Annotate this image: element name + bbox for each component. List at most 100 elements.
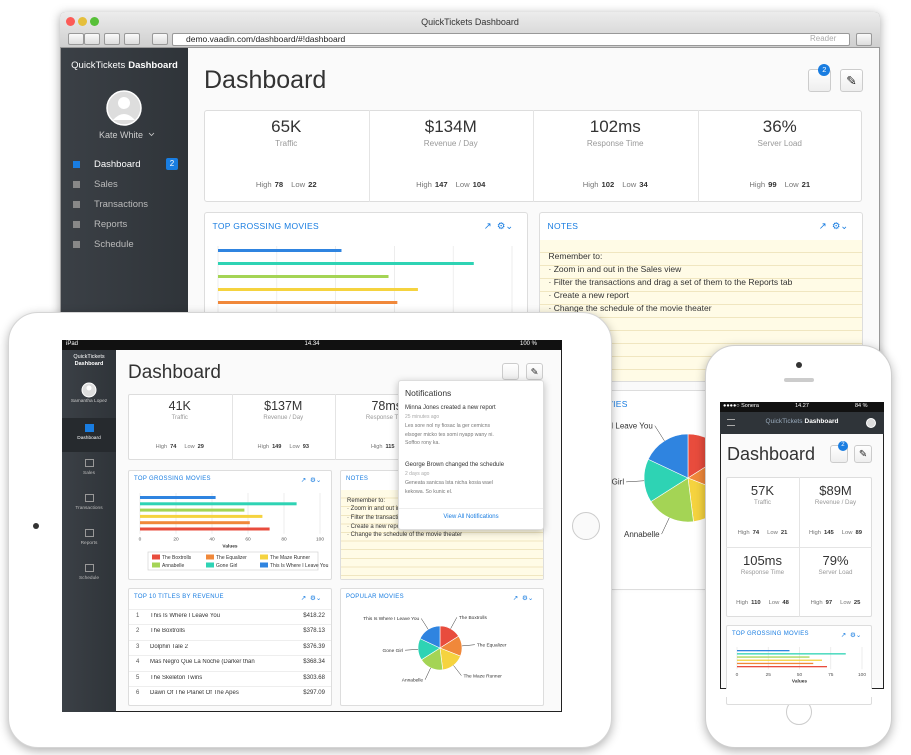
menu-item[interactable]: Reports: [80, 541, 98, 546]
user-name[interactable]: Samantha Lopez: [70, 399, 108, 404]
menu-icon: [73, 241, 80, 248]
row-rank: 2: [136, 628, 140, 635]
bar: [737, 653, 846, 655]
window-button[interactable]: [78, 17, 87, 26]
low-label: Low: [841, 530, 853, 537]
high-label: High: [736, 600, 749, 607]
pie-leader: [453, 665, 462, 676]
x-tick-label: 100: [316, 537, 324, 543]
menu-item[interactable]: Transactions: [75, 506, 103, 511]
address-bar[interactable]: [172, 33, 850, 46]
toolbar-button[interactable]: [124, 33, 140, 45]
window-button[interactable]: [66, 17, 75, 26]
kpi-value: $137M: [264, 399, 303, 414]
menu-icon: [73, 221, 80, 228]
row-title: Dawn Of The Planet Of The Apes: [150, 690, 239, 696]
url: demo.vaadin.com/dashboard/#!dashboard: [186, 34, 346, 44]
menu-item[interactable]: Dashboard: [94, 159, 141, 170]
settings-button[interactable]: [856, 33, 872, 46]
low-value: 104: [472, 179, 486, 189]
kpi-label: Traffic: [754, 498, 771, 506]
toolbar-button[interactable]: [104, 33, 120, 45]
pie-label: The Boxtrolls: [459, 615, 488, 621]
legend-label: Annabelle: [162, 563, 184, 569]
legend-swatch: [260, 562, 268, 568]
high-value: 102: [601, 179, 615, 189]
high-label: High: [810, 600, 823, 607]
toolbar-button[interactable]: [152, 33, 168, 45]
pie-label: Annabelle: [402, 677, 424, 683]
high-label: High: [155, 444, 168, 451]
toolbar-button[interactable]: [68, 33, 84, 45]
brand-plain: QuickTickets: [765, 418, 803, 425]
bar: [218, 288, 418, 291]
brand-plain: QuickTickets: [73, 354, 105, 360]
x-tick-label: 0: [736, 672, 739, 678]
x-tick-label: 80: [281, 537, 287, 543]
legend-swatch: [260, 554, 268, 560]
high-value: 110: [751, 600, 761, 607]
menu-item[interactable]: Schedule: [78, 576, 99, 581]
low-value: 89: [855, 530, 863, 537]
user-name[interactable]: Kate White: [98, 130, 144, 140]
bar: [140, 502, 297, 506]
menu-item[interactable]: Transactions: [94, 199, 149, 210]
status-bar: [720, 402, 884, 412]
kpi-label: Revenue / Day: [423, 138, 478, 148]
kpi-value: 105ms: [742, 552, 783, 568]
kpi-divider: [726, 547, 872, 548]
toolbar-button[interactable]: [84, 33, 100, 45]
tablet-home-button[interactable]: [572, 512, 600, 540]
high-value: 149: [272, 444, 282, 451]
table-row: [129, 686, 331, 701]
legend-label: The Boxtrolls: [162, 555, 192, 561]
avatar[interactable]: [866, 418, 876, 428]
menu-item[interactable]: Sales: [94, 179, 118, 190]
menu-toggle[interactable]: [727, 419, 735, 426]
edit-button[interactable]: ✎: [840, 69, 863, 92]
kpi-value: 65K: [271, 117, 302, 137]
edit-button[interactable]: ✎: [854, 445, 872, 463]
menu-item[interactable]: Schedule: [94, 239, 134, 250]
row-title: Mas Negro Que La Noche (Darker than: [150, 659, 255, 666]
window-button[interactable]: [90, 17, 99, 26]
low-value: 93: [302, 444, 309, 451]
view-all-link[interactable]: View All Notifications: [443, 514, 499, 520]
row-revenue: $378.13: [303, 628, 325, 635]
kpi-value: $89M: [819, 482, 852, 498]
legend-label: The Equalizer: [216, 555, 247, 561]
panel-title: POPULAR MOVIES: [346, 594, 404, 600]
x-tick-label: 25: [766, 672, 772, 678]
notification-body: elsoger micko tes somi nyapp wany ni.: [405, 431, 494, 438]
reader-button[interactable]: Reader: [810, 34, 837, 43]
screen-bottom-mask: [720, 689, 884, 697]
kpi-value: 36%: [762, 117, 797, 137]
high-label: High: [749, 179, 766, 189]
menu-icon: [85, 424, 94, 432]
menu-item[interactable]: Sales: [83, 471, 95, 476]
low-value: 21: [780, 530, 788, 537]
popup-footer: [399, 508, 543, 529]
status-carrier: ●●●●○ Sonera: [723, 403, 759, 409]
menu-item[interactable]: Dashboard: [77, 436, 101, 441]
sidebar: [62, 350, 116, 712]
row-rank: 1: [136, 613, 140, 619]
kpi-value: 102ms: [589, 117, 641, 137]
notes-line: · Zoom in and out in the Sales view: [347, 506, 441, 513]
row-rank: 6: [136, 690, 140, 696]
edit-button[interactable]: ✎: [526, 363, 543, 380]
kpi-label: Server Load: [818, 568, 853, 576]
low-label: Low: [767, 530, 778, 537]
pie-leader: [661, 517, 670, 535]
panel-title: TOP GROSSING MOVIES: [134, 476, 211, 482]
low-value: 48: [782, 600, 789, 607]
notifications-button[interactable]: [502, 363, 519, 380]
bar: [737, 650, 790, 652]
pie-label: This Is Where I Leave You: [363, 616, 419, 622]
notification-body: Les sore nol ny fiosac la ger cemicns: [405, 423, 491, 429]
menu-item[interactable]: Reports: [94, 219, 128, 230]
legend-label: The Maze Runner: [270, 555, 310, 561]
kpi-label: Traffic: [171, 414, 188, 421]
